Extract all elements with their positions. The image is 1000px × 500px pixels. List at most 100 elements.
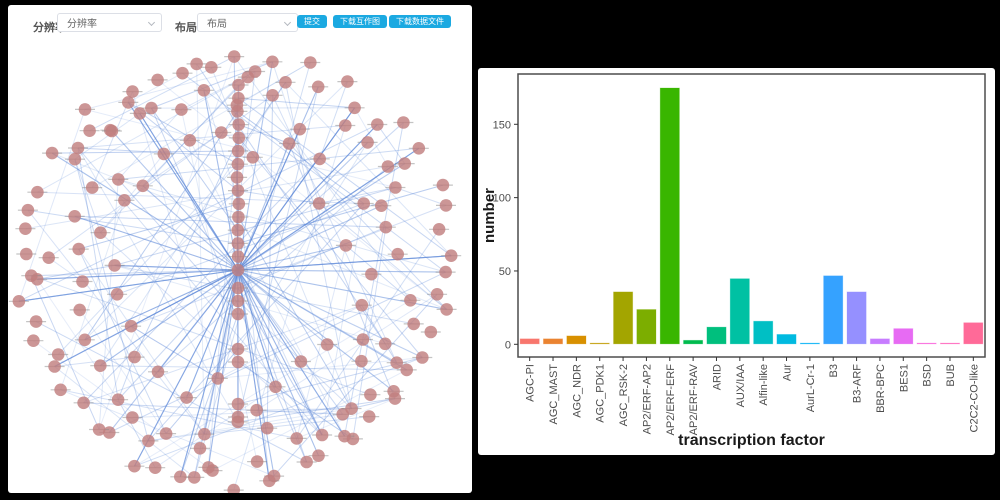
resolution-select[interactable]: 分辨率: [57, 13, 162, 32]
network-node[interactable]: [198, 427, 211, 441]
network-node[interactable]: [266, 89, 279, 102]
network-node[interactable]: [232, 210, 245, 224]
network-graph[interactable]: [8, 37, 472, 493]
network-node[interactable]: [231, 355, 245, 369]
network-node[interactable]: [379, 220, 393, 234]
network-node[interactable]: [54, 383, 67, 397]
network-node[interactable]: [407, 317, 421, 331]
network-node[interactable]: [312, 449, 325, 463]
network-node[interactable]: [92, 423, 106, 436]
network-node[interactable]: [398, 157, 412, 170]
network-node[interactable]: [304, 56, 317, 69]
network-node[interactable]: [68, 210, 81, 223]
network-node[interactable]: [378, 337, 392, 351]
network-node[interactable]: [110, 288, 124, 301]
network-node[interactable]: [250, 455, 264, 468]
network-node[interactable]: [215, 126, 228, 139]
network-node[interactable]: [78, 103, 92, 116]
network-node[interactable]: [231, 223, 245, 237]
network-node[interactable]: [412, 142, 426, 155]
network-node[interactable]: [176, 66, 189, 80]
network-node[interactable]: [231, 410, 245, 424]
network-node[interactable]: [71, 141, 85, 155]
network-node[interactable]: [397, 116, 410, 129]
network-node[interactable]: [77, 396, 90, 410]
network-node[interactable]: [108, 259, 121, 272]
network-node[interactable]: [29, 315, 43, 328]
network-node[interactable]: [439, 265, 452, 279]
network-node[interactable]: [48, 360, 61, 373]
network-node[interactable]: [355, 354, 368, 368]
network-node[interactable]: [21, 203, 35, 217]
network-node[interactable]: [300, 455, 313, 469]
network-node[interactable]: [202, 461, 215, 474]
network-node[interactable]: [436, 178, 450, 192]
network-node[interactable]: [105, 124, 119, 138]
network-node[interactable]: [227, 483, 240, 493]
network-node[interactable]: [279, 76, 292, 89]
network-node[interactable]: [311, 80, 325, 94]
network-node[interactable]: [341, 75, 354, 88]
network-node[interactable]: [68, 152, 82, 166]
network-node[interactable]: [231, 105, 244, 118]
network-node[interactable]: [205, 61, 218, 74]
network-node[interactable]: [290, 432, 304, 445]
network-node[interactable]: [231, 184, 245, 197]
network-node[interactable]: [197, 84, 211, 97]
network-node[interactable]: [78, 333, 92, 347]
network-node[interactable]: [231, 307, 245, 321]
network-node[interactable]: [338, 429, 351, 443]
network-node[interactable]: [175, 103, 188, 116]
network-node[interactable]: [126, 411, 139, 424]
network-node[interactable]: [389, 181, 402, 194]
network-node[interactable]: [362, 410, 376, 423]
network-node[interactable]: [128, 459, 141, 473]
download-data-file-button[interactable]: 下载数据文件: [389, 15, 451, 28]
network-node[interactable]: [83, 124, 96, 137]
network-node[interactable]: [371, 118, 384, 131]
network-node[interactable]: [126, 85, 139, 98]
network-node[interactable]: [136, 179, 150, 193]
network-node[interactable]: [232, 131, 246, 145]
network-node[interactable]: [148, 461, 162, 475]
network-node[interactable]: [27, 334, 40, 348]
network-node[interactable]: [231, 263, 245, 277]
network-node[interactable]: [232, 197, 246, 211]
network-node[interactable]: [361, 136, 374, 149]
network-node[interactable]: [151, 73, 164, 87]
network-node[interactable]: [416, 351, 429, 364]
network-node[interactable]: [440, 303, 453, 316]
network-node[interactable]: [227, 50, 241, 63]
network-node[interactable]: [193, 442, 207, 455]
network-node[interactable]: [190, 57, 203, 71]
network-node[interactable]: [293, 122, 307, 136]
network-node[interactable]: [111, 393, 125, 407]
network-node[interactable]: [72, 242, 85, 256]
network-node[interactable]: [232, 78, 245, 92]
network-node[interactable]: [232, 118, 245, 131]
network-node[interactable]: [128, 350, 141, 364]
network-node[interactable]: [269, 380, 282, 394]
network-node[interactable]: [94, 226, 107, 239]
network-node[interactable]: [294, 355, 308, 368]
network-node[interactable]: [231, 157, 245, 171]
submit-button[interactable]: 提交: [297, 15, 327, 28]
network-node[interactable]: [260, 421, 274, 435]
network-node[interactable]: [42, 251, 55, 264]
network-node[interactable]: [188, 471, 201, 484]
network-node[interactable]: [230, 171, 244, 184]
network-node[interactable]: [248, 65, 262, 78]
network-node[interactable]: [355, 298, 369, 312]
network-node[interactable]: [19, 222, 32, 235]
network-node[interactable]: [282, 137, 296, 150]
network-node[interactable]: [400, 363, 414, 377]
network-node[interactable]: [266, 55, 279, 69]
network-node[interactable]: [232, 91, 245, 105]
network-node[interactable]: [430, 288, 444, 301]
network-node[interactable]: [122, 96, 135, 109]
network-node[interactable]: [313, 152, 327, 166]
layout-select[interactable]: 布局: [197, 13, 298, 32]
network-node[interactable]: [231, 397, 245, 411]
network-node[interactable]: [390, 356, 404, 370]
network-node[interactable]: [31, 185, 44, 199]
